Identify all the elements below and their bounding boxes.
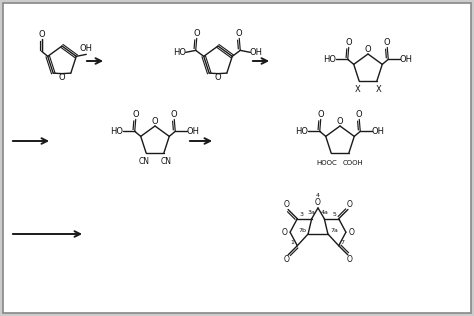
Text: O: O bbox=[356, 110, 363, 119]
Text: O: O bbox=[347, 255, 353, 264]
Text: X: X bbox=[376, 85, 382, 94]
Text: O: O bbox=[347, 200, 353, 209]
Text: HOOC: HOOC bbox=[317, 160, 337, 166]
Text: OH: OH bbox=[372, 127, 385, 136]
Text: O: O bbox=[171, 110, 178, 119]
Text: O: O bbox=[215, 73, 221, 82]
Text: 7b: 7b bbox=[298, 228, 306, 233]
Text: O: O bbox=[236, 29, 243, 38]
Text: O: O bbox=[283, 200, 289, 209]
Text: COOH: COOH bbox=[342, 160, 363, 166]
Text: O: O bbox=[283, 255, 289, 264]
Text: O: O bbox=[346, 38, 352, 47]
Text: O: O bbox=[384, 38, 391, 47]
Text: HO: HO bbox=[173, 48, 186, 57]
Text: O: O bbox=[349, 228, 355, 237]
Text: O: O bbox=[337, 117, 343, 125]
Text: 5: 5 bbox=[333, 212, 337, 217]
Text: OH: OH bbox=[80, 44, 93, 53]
Text: 3: 3 bbox=[299, 212, 303, 217]
Text: HO: HO bbox=[323, 55, 336, 64]
Text: 7: 7 bbox=[341, 240, 345, 245]
Text: HO: HO bbox=[295, 127, 308, 136]
Text: OH: OH bbox=[187, 127, 200, 136]
Text: O: O bbox=[281, 228, 287, 237]
Text: 1: 1 bbox=[291, 240, 294, 245]
Text: 7a: 7a bbox=[330, 228, 338, 233]
Text: 4a: 4a bbox=[320, 210, 328, 215]
Text: O: O bbox=[318, 110, 324, 119]
Text: O: O bbox=[193, 29, 200, 38]
Text: O: O bbox=[38, 30, 45, 39]
Text: CN: CN bbox=[160, 157, 171, 166]
Text: O: O bbox=[365, 45, 371, 53]
Text: O: O bbox=[132, 110, 139, 119]
Text: HO: HO bbox=[110, 127, 123, 136]
Text: O: O bbox=[59, 73, 65, 82]
Text: 3a: 3a bbox=[308, 210, 316, 215]
Text: 4: 4 bbox=[316, 193, 320, 198]
Text: O: O bbox=[152, 117, 158, 125]
Text: CN: CN bbox=[139, 157, 150, 166]
Text: OH: OH bbox=[250, 48, 263, 57]
Text: OH: OH bbox=[400, 55, 413, 64]
Text: X: X bbox=[354, 85, 360, 94]
Text: O: O bbox=[315, 198, 321, 207]
